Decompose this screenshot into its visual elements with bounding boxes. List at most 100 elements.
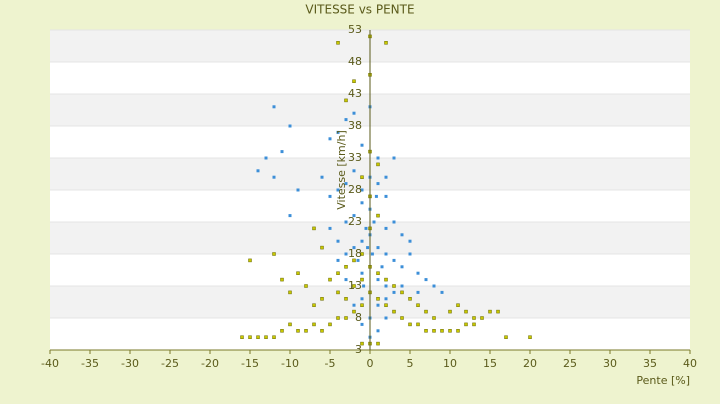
point [248,335,252,339]
point [288,214,292,218]
point [416,322,420,327]
point [392,290,396,294]
point [344,316,348,320]
point [370,252,374,256]
point [288,290,292,295]
point [320,245,324,250]
point [352,246,356,250]
point [296,329,300,333]
point [328,137,332,141]
point [336,290,340,295]
x-tick-label: -25 [161,357,179,370]
point [336,271,340,275]
point [384,297,388,301]
point [320,175,324,179]
point [440,290,444,294]
point [336,239,340,243]
point [392,284,396,288]
y-tick-label: 53 [348,23,362,36]
point [376,182,380,186]
point [432,316,436,320]
point [400,290,404,295]
point [432,329,436,333]
point [376,213,380,218]
point [296,271,300,275]
point [352,79,356,83]
point [372,220,376,224]
point [280,329,284,333]
point [360,143,364,147]
point [376,341,380,346]
point [280,150,284,154]
point [344,182,348,186]
point [528,335,532,339]
x-tick-label: 10 [443,357,457,370]
point [408,322,412,327]
point [448,309,452,314]
x-tick-label: -10 [281,357,299,370]
point [400,233,404,237]
point [344,252,348,256]
point [312,303,316,307]
x-tick-label: 15 [483,357,497,370]
point [376,246,380,250]
x-axis-title: Pente [%] [636,374,690,387]
point [496,309,500,314]
point [336,41,340,45]
point [384,41,388,45]
point [360,341,364,346]
point [360,201,364,205]
x-tick-label: -40 [41,357,59,370]
point [352,169,356,173]
point [352,214,356,218]
point [424,329,428,333]
point [472,322,476,327]
point [472,316,476,320]
point [384,303,388,307]
y-tick-label: 23 [348,215,362,228]
x-tick-label: -20 [201,357,219,370]
point [264,335,268,339]
point [456,303,460,307]
point [360,297,364,301]
x-tick-label: 20 [523,357,537,370]
point [384,194,388,198]
point [344,265,348,269]
point [408,252,412,256]
y-axis-title: Vitesse [km/h] [335,130,348,210]
point [380,265,384,269]
point [360,239,364,243]
point [392,220,396,224]
point [392,309,396,314]
point [376,156,380,160]
point [320,329,324,333]
point [384,175,388,179]
point [376,297,380,301]
x-tick-label: -35 [81,357,99,370]
point [360,271,364,275]
point [416,303,420,307]
point [448,329,452,333]
x-tick-label: 35 [643,357,657,370]
point [364,226,368,230]
point [360,175,364,179]
point [344,278,348,282]
point [288,322,292,327]
point [256,335,260,339]
point [304,284,308,288]
point [464,322,468,327]
point [376,329,380,333]
y-tick-label: 43 [348,87,362,100]
point [362,284,366,288]
point [256,169,260,173]
y-tick-label: 3 [355,343,362,356]
point [400,284,404,288]
point [328,277,332,282]
point [296,188,300,192]
point [424,309,428,314]
point [416,290,420,294]
point [384,252,388,256]
point [356,258,360,262]
point [264,156,268,160]
